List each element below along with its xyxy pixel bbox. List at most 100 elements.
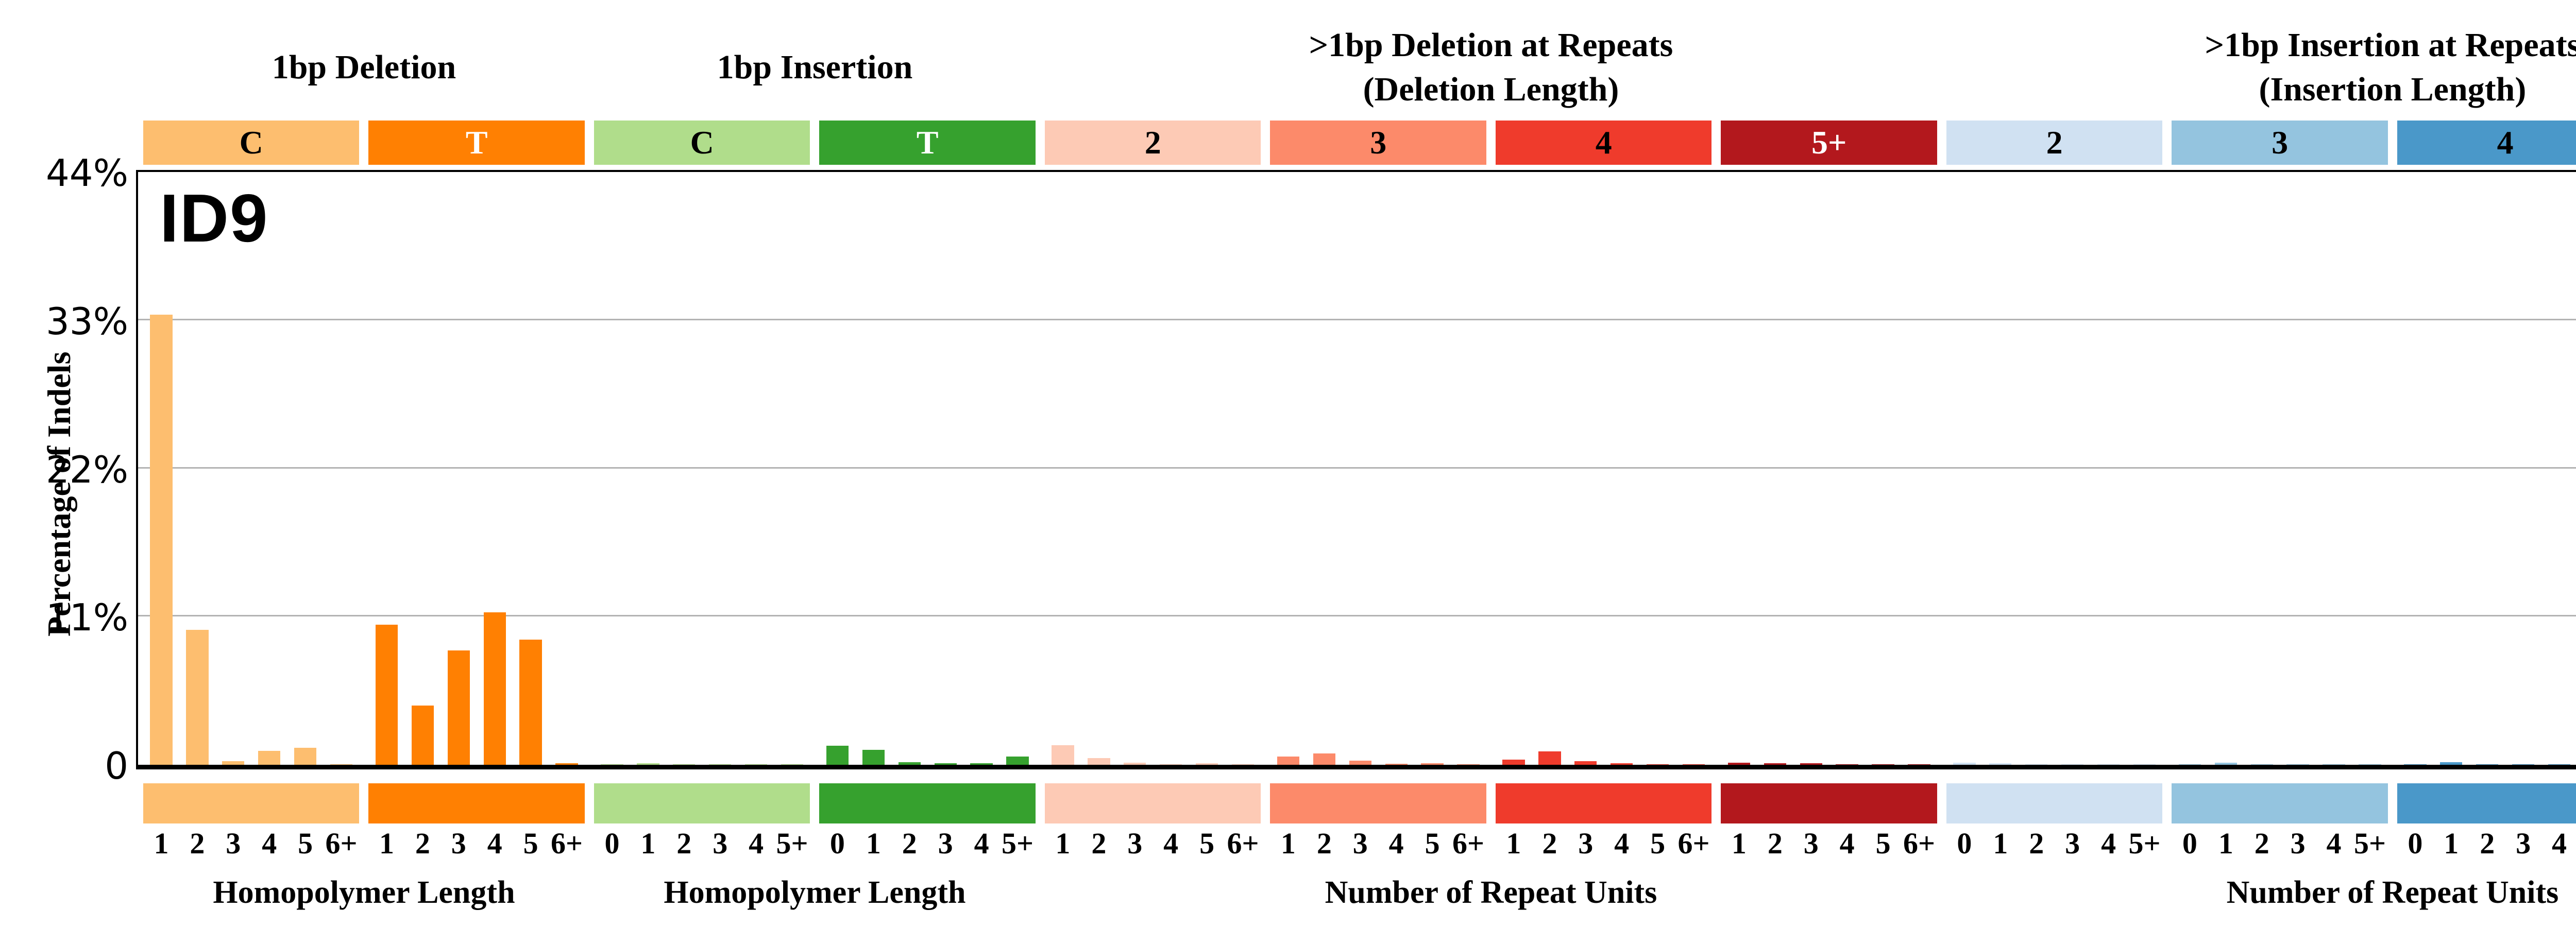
bottom-strip-ins-rep-3 (2172, 783, 2388, 823)
bar-del-1bp-T-2 (411, 705, 434, 765)
bar-ins-rep-4-1 (2440, 762, 2463, 765)
section-header-line: >1bp Deletion at Repeats (1309, 26, 1673, 64)
gridline-22% (138, 467, 2576, 469)
bottom-strip-del-rep-3 (1270, 783, 1486, 823)
bar-ins-rep-2-1 (1989, 763, 2012, 765)
bar-ins-rep-3-0 (2178, 764, 2201, 765)
x-tick-ins-rep-4-1: 1 (2444, 827, 2459, 860)
category-box-ins-rep-4: 4 (2397, 121, 2576, 165)
section-header-del-repeats: >1bp Deletion at Repeats (Deletion Length… (1045, 11, 1937, 124)
category-box-ins-1bp-T: T (819, 121, 1036, 165)
x-tick-del-rep-5+-5: 5 (1875, 827, 1891, 860)
x-tick-del-rep-4-3: 3 (1578, 827, 1594, 860)
bar-del-rep-2-5 (1195, 763, 1218, 765)
x-tick-ins-1bp-T-1: 1 (866, 827, 881, 860)
bar-ins-rep-3-1 (2214, 763, 2237, 765)
x-tick-del-1bp-T-4: 4 (487, 827, 502, 860)
bar-ins-1bp-T-3 (934, 763, 957, 765)
x-tick-ins-rep-3-5+: 5+ (2353, 827, 2386, 860)
category-box-del-1bp-T: T (368, 121, 585, 165)
bar-del-rep-2-6+ (1231, 764, 1255, 765)
bar-del-rep-4-1 (1502, 759, 1525, 765)
bar-ins-rep-3-4 (2323, 764, 2345, 765)
bar-del-rep-4-3 (1574, 761, 1597, 765)
bar-del-1bp-C-5 (294, 748, 317, 765)
bar-ins-1bp-T-4 (970, 763, 993, 765)
section-header-line: (Deletion Length) (1363, 71, 1619, 108)
x-tick-del-rep-3-4: 4 (1388, 827, 1404, 860)
x-tick-del-rep-5+-4: 4 (1839, 827, 1855, 860)
x-tick-ins-1bp-T-3: 3 (938, 827, 953, 860)
x-tick-ins-1bp-T-0: 0 (829, 827, 845, 860)
x-tick-ins-1bp-T-5+: 5+ (1001, 827, 1034, 860)
bar-del-rep-4-2 (1538, 751, 1561, 765)
bar-del-rep-3-3 (1349, 761, 1371, 765)
bar-del-rep-5+-2 (1764, 763, 1786, 765)
section-header-line: (Insertion Length) (2259, 71, 2527, 108)
gridline-33% (138, 318, 2576, 320)
plot-area: ID9 (136, 170, 2576, 769)
x-tick-ins-rep-3-3: 3 (2290, 827, 2306, 860)
x-tick-del-1bp-T-2: 2 (415, 827, 430, 860)
bar-ins-1bp-C-1 (637, 763, 659, 765)
bar-del-rep-2-3 (1124, 763, 1146, 765)
category-box-ins-1bp-C: C (594, 121, 810, 165)
x-tick-ins-rep-2-2: 2 (2029, 827, 2044, 860)
bar-del-1bp-C-3 (222, 761, 245, 765)
bottom-strip-del-1bp-T (368, 783, 585, 823)
bar-ins-1bp-C-0 (601, 764, 623, 765)
axis-label-1bp-insertion: Homopolymer Length (664, 875, 966, 910)
bottom-strip-ins-1bp-T (819, 783, 1036, 823)
bar-del-1bp-C-6+ (330, 764, 353, 765)
x-tick-del-rep-3-6+: 6+ (1452, 827, 1485, 860)
bar-ins-1bp-T-2 (898, 762, 921, 765)
x-tick-ins-1bp-C-0: 0 (604, 827, 620, 860)
x-tick-del-rep-2-5: 5 (1199, 827, 1215, 860)
bar-del-rep-5+-4 (1836, 764, 1858, 765)
bar-ins-1bp-T-1 (862, 750, 885, 765)
x-tick-del-rep-3-5: 5 (1425, 827, 1440, 860)
bar-ins-1bp-C-3 (709, 764, 732, 765)
x-tick-del-rep-2-4: 4 (1163, 827, 1179, 860)
axis-label-del-repeats: Number of Repeat Units (1325, 875, 1657, 910)
x-tick-del-1bp-T-1: 1 (379, 827, 394, 860)
section-header-1bp-deletion: 1bp Deletion (143, 11, 585, 124)
bar-del-rep-4-5 (1646, 764, 1669, 765)
bar-ins-rep-4-0 (2404, 764, 2427, 765)
bar-del-rep-5+-3 (1800, 763, 1822, 765)
x-tick-ins-1bp-C-5+: 5+ (776, 827, 808, 860)
bar-ins-rep-3-2 (2250, 764, 2273, 765)
x-tick-ins-rep-2-1: 1 (1993, 827, 2008, 860)
bar-del-rep-3-5 (1421, 763, 1444, 765)
x-tick-ins-1bp-C-3: 3 (713, 827, 728, 860)
x-tick-del-1bp-C-5: 5 (298, 827, 313, 860)
x-tick-del-rep-5+-1: 1 (1731, 827, 1747, 860)
bar-del-rep-5+-6+ (1908, 764, 1930, 765)
bar-del-1bp-T-4 (483, 612, 506, 765)
category-box-del-rep-4: 4 (1495, 121, 1712, 165)
signature-title: ID9 (160, 180, 269, 256)
x-tick-del-rep-3-1: 1 (1280, 827, 1296, 860)
y-tick-label: 22% (45, 448, 128, 491)
bar-ins-rep-4-2 (2476, 764, 2499, 765)
category-box-del-rep-5+: 5+ (1721, 121, 1937, 165)
bottom-strip-ins-rep-4 (2397, 783, 2576, 823)
section-header-1bp-insertion: 1bp Insertion (594, 11, 1036, 124)
bar-del-1bp-T-3 (447, 650, 470, 765)
bar-ins-rep-4-4 (2548, 764, 2571, 765)
x-tick-del-rep-4-2: 2 (1542, 827, 1557, 860)
bar-ins-1bp-T-0 (826, 746, 849, 765)
x-tick-ins-rep-4-0: 0 (2408, 827, 2423, 860)
x-tick-del-1bp-C-3: 3 (226, 827, 241, 860)
x-tick-ins-rep-4-3: 3 (2516, 827, 2531, 860)
x-tick-ins-rep-3-1: 1 (2218, 827, 2233, 860)
category-box-del-rep-3: 3 (1270, 121, 1486, 165)
bar-del-rep-3-6+ (1457, 764, 1480, 765)
bar-del-rep-2-1 (1052, 745, 1074, 765)
bar-ins-rep-4-3 (2512, 764, 2535, 765)
bar-ins-rep-2-4 (2097, 764, 2120, 765)
x-tick-ins-rep-3-2: 2 (2254, 827, 2269, 860)
x-tick-ins-rep-2-0: 0 (1957, 827, 1972, 860)
category-box-del-rep-2: 2 (1044, 121, 1261, 165)
x-tick-ins-1bp-C-2: 2 (676, 827, 692, 860)
